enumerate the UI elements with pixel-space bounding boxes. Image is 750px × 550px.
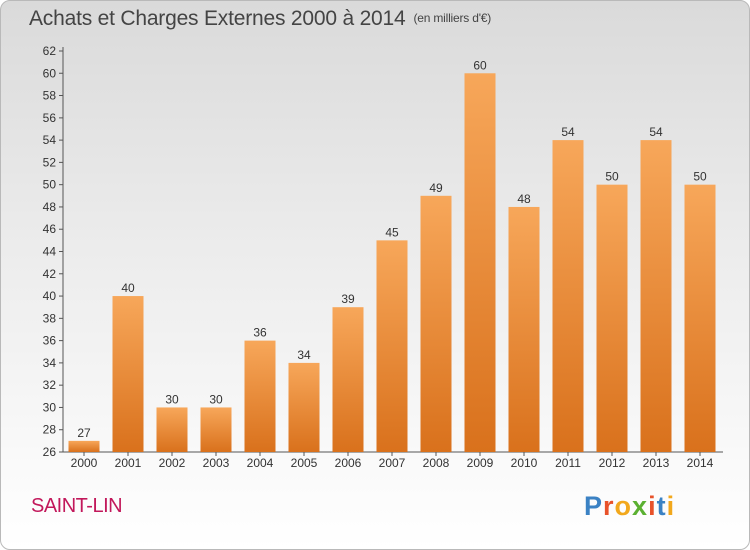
value-label-2001: 40 (121, 281, 135, 295)
y-tick-label: 40 (43, 289, 57, 303)
logo-letter: i (666, 491, 676, 521)
chart-title-text: Achats et Charges Externes 2000 à 2014 (29, 7, 406, 30)
x-tick-label-2003: 2003 (203, 456, 230, 470)
value-label-2000: 27 (77, 426, 91, 440)
x-axis: 2000 2001 2002 2003 2004 2005 2006 2007 2008 2009… (63, 451, 723, 470)
bar-2014 (684, 184, 716, 452)
value-label-2003: 30 (209, 392, 223, 406)
y-axis: 26 28 30 32 34 36 38 40 42 44 46 48 50 52 54 56 58 60 62 (43, 44, 64, 459)
y-tick-label: 34 (43, 356, 57, 370)
x-tick-label-2010: 2010 (511, 456, 538, 470)
y-tick-label: 44 (43, 245, 57, 259)
x-tick-label-2000: 2000 (71, 456, 98, 470)
x-tick-label-2004: 2004 (247, 456, 274, 470)
y-tick-label: 52 (43, 155, 57, 169)
bars: 27 40 30 30 36 34 39 45 49 60 48 54 50 54 50 (68, 58, 716, 453)
y-tick-label: 32 (43, 378, 57, 392)
x-tick-label-2014: 2014 (687, 456, 714, 470)
bar-2013 (640, 140, 672, 452)
y-tick-label: 36 (43, 334, 57, 348)
y-tick-label: 48 (43, 200, 57, 214)
x-tick-label-2001: 2001 (115, 456, 142, 470)
bar-2010 (508, 206, 540, 452)
bar-2004 (244, 340, 276, 452)
y-tick-label: 58 (43, 89, 57, 103)
logo-letter: i (648, 491, 657, 521)
value-label-2009: 60 (473, 58, 487, 72)
proxiti-logo[interactable]: Proxiti (584, 491, 675, 522)
x-tick-label-2009: 2009 (467, 456, 494, 470)
bar-2003 (200, 407, 232, 452)
x-tick-label-2005: 2005 (291, 456, 318, 470)
bar-2012 (596, 184, 628, 452)
y-tick-label: 28 (43, 423, 57, 437)
y-tick-label: 60 (43, 66, 57, 80)
bar-2011 (552, 140, 584, 452)
x-tick-label-2007: 2007 (379, 456, 406, 470)
y-tick-label: 46 (43, 222, 57, 236)
x-tick-label-2013: 2013 (643, 456, 670, 470)
bar-2001 (112, 296, 144, 452)
value-label-2011: 54 (561, 125, 575, 139)
logo-letter: t (656, 491, 667, 521)
x-tick-label-2006: 2006 (335, 456, 362, 470)
value-label-2004: 36 (253, 326, 267, 340)
chart-title: Achats et Charges Externes 2000 à 2014 (e… (29, 7, 491, 31)
logo-letter: o (614, 491, 633, 521)
y-tick-label: 56 (43, 111, 57, 125)
y-tick-label: 62 (43, 44, 57, 58)
x-tick-label-2012: 2012 (599, 456, 626, 470)
y-tick-label: 30 (43, 400, 57, 414)
chart-subtitle: (en milliers d'€) (413, 11, 492, 25)
y-tick-label: 38 (43, 311, 57, 325)
bar-2005 (288, 362, 320, 452)
x-tick-label-2011: 2011 (555, 456, 581, 470)
logo-letter: r (603, 491, 615, 521)
bar-2000 (68, 440, 100, 452)
bar-2009 (464, 73, 496, 453)
logo-letter: x (632, 491, 649, 521)
value-label-2005: 34 (297, 348, 311, 362)
value-label-2010: 48 (517, 192, 531, 206)
x-tick-label-2008: 2008 (423, 456, 450, 470)
y-tick-label: 42 (43, 267, 57, 281)
value-label-2002: 30 (165, 392, 179, 406)
commune-name: SAINT-LIN (31, 495, 123, 517)
value-label-2012: 50 (605, 170, 619, 184)
value-label-2013: 54 (649, 125, 663, 139)
bar-2002 (156, 407, 188, 452)
y-tick-label: 50 (43, 178, 57, 192)
x-tick-label-2002: 2002 (159, 456, 186, 470)
logo-letter: P (584, 491, 604, 521)
value-label-2007: 45 (385, 225, 399, 239)
bar-2008 (420, 195, 452, 453)
value-label-2014: 50 (693, 170, 707, 184)
y-tick-label: 26 (43, 445, 57, 459)
bar-2006 (332, 307, 364, 452)
bar-2007 (376, 240, 408, 452)
value-label-2006: 39 (341, 292, 355, 306)
value-label-2008: 49 (429, 181, 443, 195)
y-tick-label: 54 (43, 133, 57, 147)
